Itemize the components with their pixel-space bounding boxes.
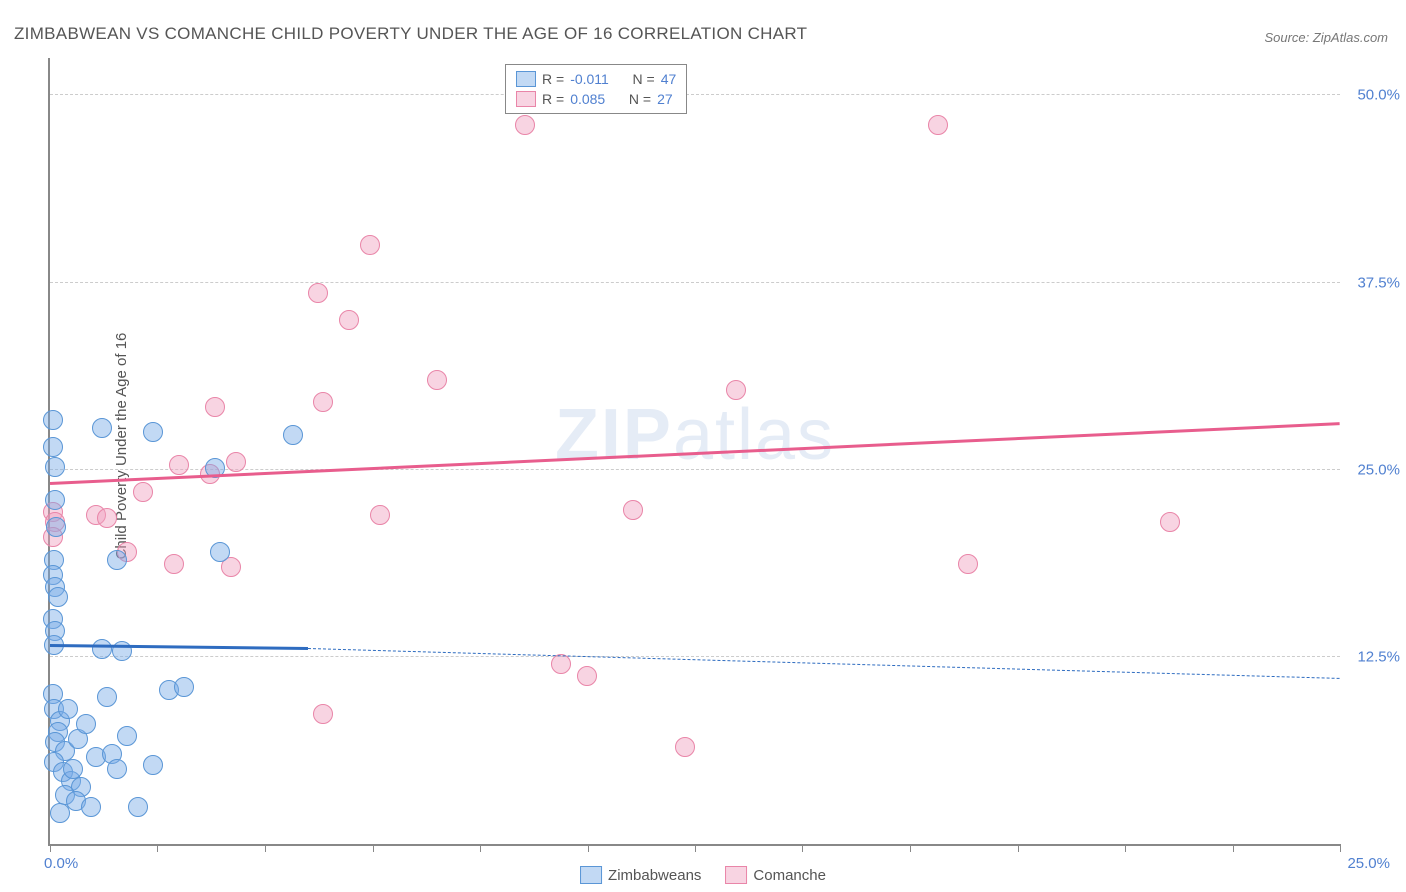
data-point-zimbabweans: [210, 542, 230, 562]
r-value-comanche: 0.085: [570, 91, 605, 107]
data-point-comanche: [169, 455, 189, 475]
legend-item-comanche: Comanche: [725, 864, 826, 886]
data-point-zimbabweans: [43, 410, 63, 430]
y-tick-label: 25.0%: [1357, 461, 1400, 478]
data-point-zimbabweans: [283, 425, 303, 445]
data-point-comanche: [360, 235, 380, 255]
data-point-comanche: [675, 737, 695, 757]
data-point-zimbabweans: [92, 639, 112, 659]
plot-area: ZIPatlas 12.5%25.0%37.5%50.0%0.0%25.0% R…: [48, 58, 1340, 846]
source-attribution: Source: ZipAtlas.com: [1264, 30, 1388, 45]
x-tick: [373, 844, 374, 852]
data-point-zimbabweans: [92, 418, 112, 438]
x-tick: [910, 844, 911, 852]
trend-line: [50, 422, 1340, 484]
data-point-zimbabweans: [117, 726, 137, 746]
data-point-comanche: [313, 704, 333, 724]
n-label: N =: [633, 71, 655, 87]
x-tick: [588, 844, 589, 852]
data-point-zimbabweans: [43, 437, 63, 457]
data-point-comanche: [958, 554, 978, 574]
legend-item-zimbabweans: Zimbabweans: [580, 864, 701, 886]
r-value-zimbabweans: -0.011: [570, 71, 609, 87]
x-tick: [1233, 844, 1234, 852]
data-point-comanche: [313, 392, 333, 412]
swatch-zimbabweans: [516, 71, 536, 87]
data-point-comanche: [623, 500, 643, 520]
data-point-comanche: [308, 283, 328, 303]
y-tick-label: 50.0%: [1357, 87, 1400, 104]
x-tick: [1125, 844, 1126, 852]
swatch-zimbabweans: [580, 866, 602, 884]
data-point-zimbabweans: [107, 759, 127, 779]
x-tick: [802, 844, 803, 852]
x-origin-label: 0.0%: [44, 855, 78, 872]
data-point-comanche: [370, 505, 390, 525]
gridline: 12.5%: [50, 656, 1340, 657]
data-point-comanche: [515, 115, 535, 135]
data-point-zimbabweans: [143, 755, 163, 775]
r-label: R =: [542, 91, 564, 107]
x-tick: [1018, 844, 1019, 852]
data-point-zimbabweans: [45, 457, 65, 477]
data-point-zimbabweans: [107, 550, 127, 570]
data-point-zimbabweans: [63, 759, 83, 779]
data-point-comanche: [97, 508, 117, 528]
legend-label-comanche: Comanche: [753, 867, 826, 884]
gridline: 37.5%: [50, 282, 1340, 283]
n-value-zimbabweans: 47: [661, 71, 677, 87]
swatch-comanche: [725, 866, 747, 884]
data-point-comanche: [164, 554, 184, 574]
n-label: N =: [629, 91, 651, 107]
data-point-zimbabweans: [50, 803, 70, 823]
data-point-zimbabweans: [76, 714, 96, 734]
watermark: ZIPatlas: [555, 394, 835, 476]
x-end-label: 25.0%: [1347, 855, 1390, 872]
x-tick: [157, 844, 158, 852]
x-tick: [1340, 844, 1341, 852]
swatch-comanche: [516, 91, 536, 107]
x-tick: [50, 844, 51, 852]
trend-line: [50, 644, 308, 649]
y-tick-label: 12.5%: [1357, 648, 1400, 665]
data-point-zimbabweans: [48, 587, 68, 607]
data-point-comanche: [577, 666, 597, 686]
data-point-zimbabweans: [46, 517, 66, 537]
bottom-legend: Zimbabweans Comanche: [580, 864, 826, 886]
data-point-zimbabweans: [174, 677, 194, 697]
data-point-zimbabweans: [58, 699, 78, 719]
correlation-legend: R = -0.011 N = 47 R = 0.085 N = 27: [505, 64, 687, 114]
data-point-comanche: [726, 380, 746, 400]
data-point-comanche: [551, 654, 571, 674]
data-point-zimbabweans: [143, 422, 163, 442]
data-point-comanche: [226, 452, 246, 472]
data-point-comanche: [205, 397, 225, 417]
data-point-zimbabweans: [128, 797, 148, 817]
chart-title: ZIMBABWEAN VS COMANCHE CHILD POVERTY UND…: [14, 24, 807, 44]
data-point-zimbabweans: [81, 797, 101, 817]
x-tick: [480, 844, 481, 852]
y-tick-label: 37.5%: [1357, 274, 1400, 291]
legend-row-zimbabweans: R = -0.011 N = 47: [516, 69, 676, 89]
data-point-zimbabweans: [45, 490, 65, 510]
gridline: 50.0%: [50, 94, 1340, 95]
data-point-comanche: [1160, 512, 1180, 532]
legend-label-zimbabweans: Zimbabweans: [608, 867, 701, 884]
x-tick: [695, 844, 696, 852]
gridline: 25.0%: [50, 469, 1340, 470]
n-value-comanche: 27: [657, 91, 673, 107]
r-label: R =: [542, 71, 564, 87]
data-point-comanche: [928, 115, 948, 135]
data-point-comanche: [133, 482, 153, 502]
trend-line: [308, 648, 1340, 679]
legend-row-comanche: R = 0.085 N = 27: [516, 89, 676, 109]
x-tick: [265, 844, 266, 852]
data-point-comanche: [427, 370, 447, 390]
data-point-comanche: [339, 310, 359, 330]
data-point-zimbabweans: [97, 687, 117, 707]
